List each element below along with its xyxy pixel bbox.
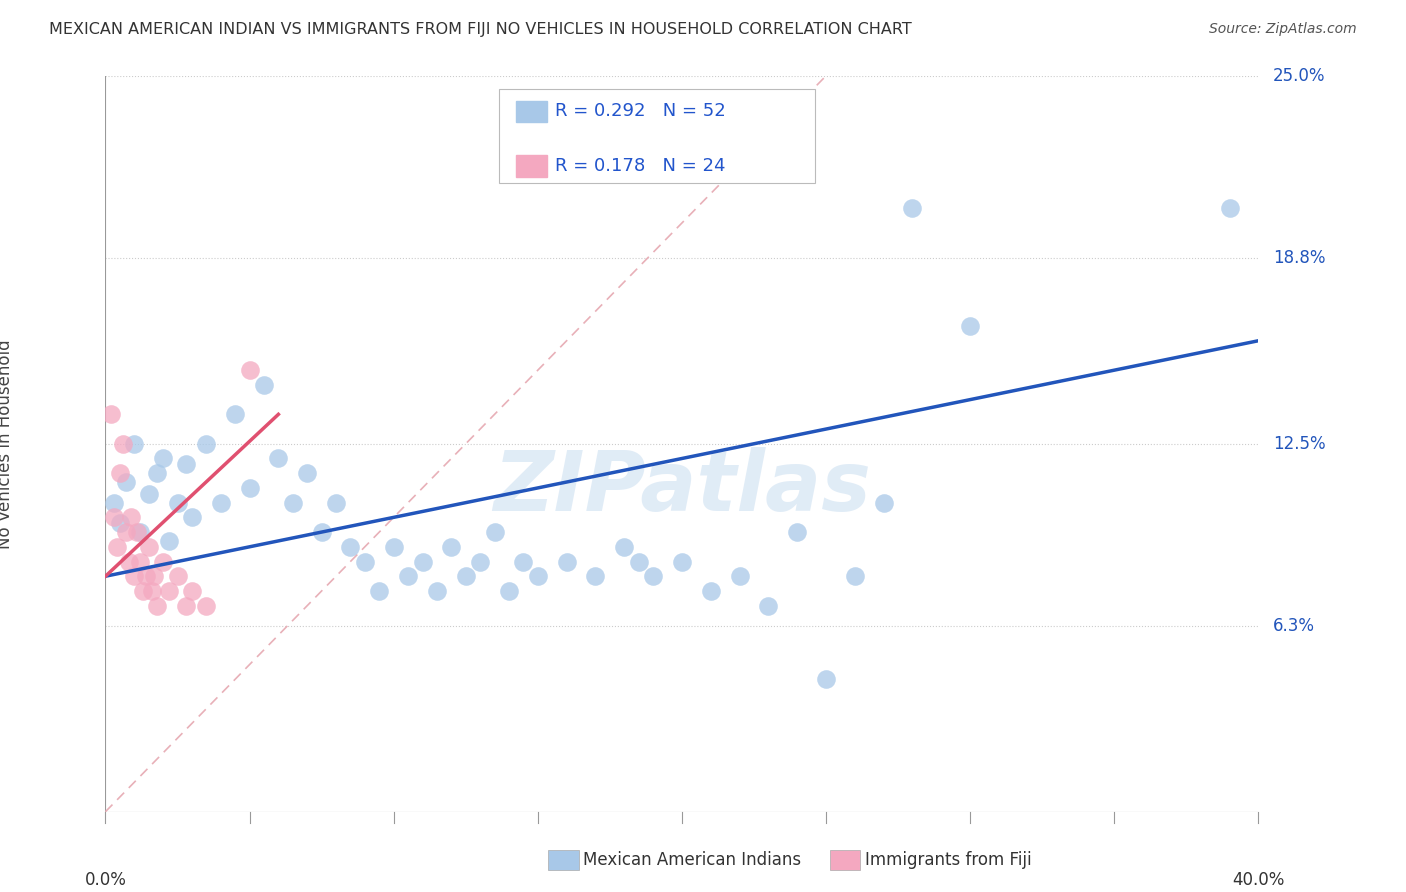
Point xyxy=(671,554,693,569)
Point xyxy=(844,569,866,583)
Point xyxy=(512,554,534,569)
Text: R = 0.178   N = 24: R = 0.178 N = 24 xyxy=(555,157,725,175)
Point xyxy=(124,569,146,583)
Point xyxy=(135,569,157,583)
Point xyxy=(1219,201,1241,215)
Text: 25.0%: 25.0% xyxy=(1272,67,1326,85)
Point xyxy=(555,554,578,569)
Point xyxy=(224,407,246,422)
Point xyxy=(281,496,304,510)
Point xyxy=(901,201,924,215)
Point xyxy=(959,318,981,333)
Point xyxy=(141,583,163,598)
Point xyxy=(105,540,128,554)
Point xyxy=(114,475,136,489)
Text: 0.0%: 0.0% xyxy=(84,871,127,888)
Point xyxy=(643,569,665,583)
Text: 12.5%: 12.5% xyxy=(1272,434,1326,453)
Point xyxy=(325,496,347,510)
Point xyxy=(129,554,152,569)
Point xyxy=(157,583,180,598)
Point xyxy=(815,673,838,687)
Text: R = 0.292   N = 52: R = 0.292 N = 52 xyxy=(555,103,725,120)
Point xyxy=(253,378,276,392)
Point xyxy=(108,466,131,480)
Text: ZIPatlas: ZIPatlas xyxy=(494,448,870,528)
Point xyxy=(138,487,160,501)
Point xyxy=(166,569,188,583)
Point xyxy=(129,524,152,539)
Point xyxy=(143,569,166,583)
Point xyxy=(152,554,174,569)
Point xyxy=(100,407,122,422)
Point xyxy=(180,583,204,598)
Point xyxy=(127,524,149,539)
Point xyxy=(157,533,180,548)
Point xyxy=(728,569,751,583)
Point xyxy=(700,583,723,598)
Point xyxy=(440,540,463,554)
Point xyxy=(382,540,405,554)
Point xyxy=(412,554,434,569)
Point xyxy=(498,583,520,598)
Point xyxy=(114,524,136,539)
Point xyxy=(311,524,333,539)
Point xyxy=(454,569,477,583)
Point xyxy=(195,599,218,613)
Point xyxy=(354,554,377,569)
Point xyxy=(527,569,550,583)
Point xyxy=(239,363,262,377)
Point xyxy=(103,510,125,524)
Point xyxy=(484,524,506,539)
Point xyxy=(108,516,131,531)
Point xyxy=(146,466,169,480)
Point xyxy=(758,599,780,613)
Text: MEXICAN AMERICAN INDIAN VS IMMIGRANTS FROM FIJI NO VEHICLES IN HOUSEHOLD CORRELA: MEXICAN AMERICAN INDIAN VS IMMIGRANTS FR… xyxy=(49,22,912,37)
Point xyxy=(195,436,218,450)
Point xyxy=(174,599,197,613)
Text: 40.0%: 40.0% xyxy=(1232,871,1285,888)
Point xyxy=(368,583,391,598)
Point xyxy=(152,451,174,466)
Point xyxy=(111,436,134,450)
Text: 6.3%: 6.3% xyxy=(1272,617,1315,635)
Point xyxy=(873,496,896,510)
Point xyxy=(124,436,146,450)
Point xyxy=(627,554,650,569)
Point xyxy=(585,569,607,583)
Text: Mexican American Indians: Mexican American Indians xyxy=(583,851,801,869)
Text: Source: ZipAtlas.com: Source: ZipAtlas.com xyxy=(1209,22,1357,37)
Point xyxy=(297,466,319,480)
Point xyxy=(339,540,361,554)
Point xyxy=(146,599,169,613)
Point xyxy=(267,451,290,466)
Point xyxy=(470,554,492,569)
Text: No Vehicles in Household: No Vehicles in Household xyxy=(0,339,14,549)
Text: Immigrants from Fiji: Immigrants from Fiji xyxy=(865,851,1032,869)
Point xyxy=(180,510,204,524)
Point xyxy=(103,496,125,510)
Point xyxy=(132,583,155,598)
Point xyxy=(166,496,188,510)
Point xyxy=(786,524,808,539)
Point xyxy=(396,569,419,583)
Point xyxy=(174,458,197,472)
Point xyxy=(120,510,142,524)
Point xyxy=(426,583,449,598)
Point xyxy=(239,481,262,495)
Text: 18.8%: 18.8% xyxy=(1272,250,1326,268)
Point xyxy=(138,540,160,554)
Point xyxy=(117,554,139,569)
Point xyxy=(209,496,232,510)
Point xyxy=(613,540,636,554)
